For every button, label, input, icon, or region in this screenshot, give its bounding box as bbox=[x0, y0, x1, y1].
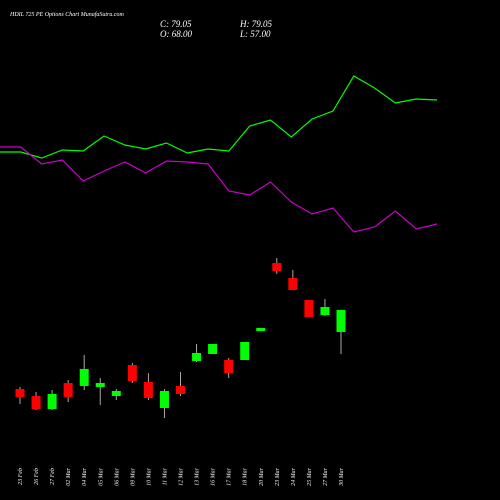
candle-body bbox=[192, 353, 202, 361]
candle-body bbox=[127, 365, 137, 381]
x-tick-label: 23 Mar bbox=[275, 467, 281, 485]
candle-body bbox=[176, 386, 185, 394]
candle-body bbox=[256, 328, 266, 331]
x-tick-label: 13 Mar bbox=[195, 467, 201, 485]
candle-body bbox=[63, 383, 73, 397]
candle-body bbox=[95, 383, 105, 387]
indicator-line bbox=[0, 146, 438, 233]
x-tick-label: 04 Mar bbox=[81, 467, 88, 485]
candle-body bbox=[272, 263, 282, 271]
high-label: H: 79.05 bbox=[239, 19, 272, 29]
x-tick-label: 24 Mar bbox=[290, 467, 297, 485]
x-tick-label: 23 Feb bbox=[18, 468, 24, 485]
x-tick-label: 05 Mar bbox=[98, 467, 104, 485]
candle-body bbox=[159, 391, 169, 408]
x-tick-label: 11 Mar bbox=[162, 467, 168, 485]
candle-body bbox=[336, 309, 346, 332]
x-tick-label: 02 Mar bbox=[66, 467, 72, 485]
x-tick-label: 06 Mar bbox=[114, 467, 120, 485]
candle-body bbox=[304, 300, 314, 317]
x-tick-label: 30 Mar bbox=[339, 467, 345, 486]
candle-body bbox=[224, 360, 234, 373]
chart-title: HDIL 725 PE Options Chart MunafaSutra.co… bbox=[9, 11, 125, 18]
candle-body bbox=[143, 382, 153, 398]
x-tick-label: 26 Feb bbox=[34, 468, 40, 485]
x-tick-label: 18 Mar bbox=[243, 467, 249, 485]
x-tick-label: 27 Feb bbox=[50, 468, 56, 485]
x-tick-label: 12 Mar bbox=[179, 467, 185, 485]
candle-body bbox=[208, 344, 218, 354]
candle-body bbox=[47, 394, 57, 409]
candle-body bbox=[31, 396, 41, 409]
candle-body bbox=[288, 278, 298, 290]
candle-body bbox=[111, 391, 121, 396]
candle-body bbox=[320, 307, 330, 315]
indicator-line bbox=[0, 75, 438, 159]
x-tick-label: 10 Mar bbox=[146, 467, 152, 485]
x-tick-label: 27 Mar bbox=[323, 467, 329, 485]
low-label: L: 57.00 bbox=[239, 29, 271, 39]
x-tick-label: 17 Mar bbox=[227, 467, 233, 485]
candle-body bbox=[240, 342, 250, 360]
open-label: O: 68.00 bbox=[160, 29, 192, 39]
candle-body bbox=[15, 389, 25, 397]
x-tick-label: 16 Mar bbox=[211, 467, 217, 485]
x-tick-label: 09 Mar bbox=[130, 467, 136, 485]
x-tick-label: 20 Mar bbox=[259, 467, 265, 485]
candle-body bbox=[79, 369, 89, 386]
close-label: C: 79.05 bbox=[160, 19, 192, 29]
x-tick-label: 25 Mar bbox=[307, 467, 313, 485]
